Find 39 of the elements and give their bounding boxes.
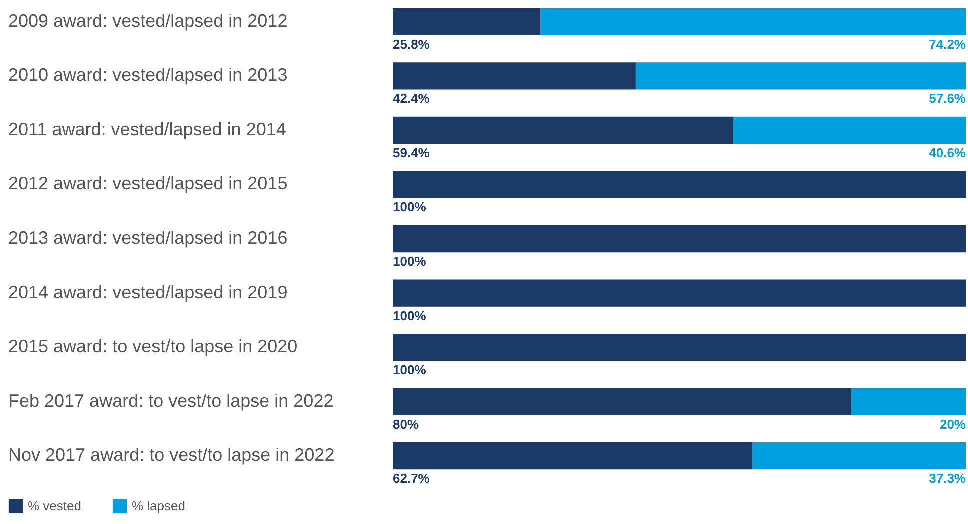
bar <box>393 388 852 416</box>
bar <box>393 225 966 253</box>
bar <box>636 62 966 90</box>
bar <box>540 8 966 36</box>
data-label: 59.4% <box>393 145 430 160</box>
bar <box>752 442 966 470</box>
data-label: 42.4% <box>393 91 430 106</box>
y-tick-label: 2011 award: vested/lapsed in 2014 <box>8 119 286 140</box>
y-tick-label: 2013 award: vested/lapsed in 2016 <box>8 228 288 248</box>
data-label: 100% <box>393 200 427 215</box>
y-tick-label: 2012 award: vested/lapsed in 2015 <box>8 174 288 194</box>
y-tick-label: Nov 2017 award: to vest/to lapse in 2022 <box>8 445 335 466</box>
data-label: 57.6% <box>929 91 966 106</box>
data-label: 25.8% <box>393 36 430 52</box>
legend-label: % lapsed <box>132 498 186 514</box>
y-tick-label: 2010 award: vested/lapsed in 2013 <box>8 65 288 86</box>
y-tick-label: Feb 2017 award: to vest/to lapse in 2022 <box>8 390 334 411</box>
data-label: 80% <box>393 416 420 432</box>
bar <box>393 280 966 307</box>
data-label: 74.2% <box>929 36 966 52</box>
bar <box>393 171 966 198</box>
data-label: 100% <box>393 308 427 324</box>
data-label: 20% <box>940 416 966 432</box>
bar <box>393 116 734 144</box>
bar <box>851 388 966 416</box>
legend-label: % vested <box>28 498 82 514</box>
y-tick-label: 2009 award: vested/lapsed in 2012 <box>8 10 288 31</box>
data-label: 100% <box>393 362 427 378</box>
bar <box>393 8 541 36</box>
bar <box>393 334 966 362</box>
y-tick-label: 2014 award: vested/lapsed in 2019 <box>8 282 288 302</box>
y-tick-label: 2015 award: to vest/to lapse in 2020 <box>8 336 298 357</box>
bar <box>733 116 966 144</box>
bar <box>393 62 636 90</box>
bar <box>393 442 752 470</box>
data-label: 37.3% <box>929 471 966 486</box>
data-label: 40.6% <box>929 145 966 160</box>
data-label: 62.7% <box>393 471 430 486</box>
data-label: 100% <box>393 254 427 269</box>
